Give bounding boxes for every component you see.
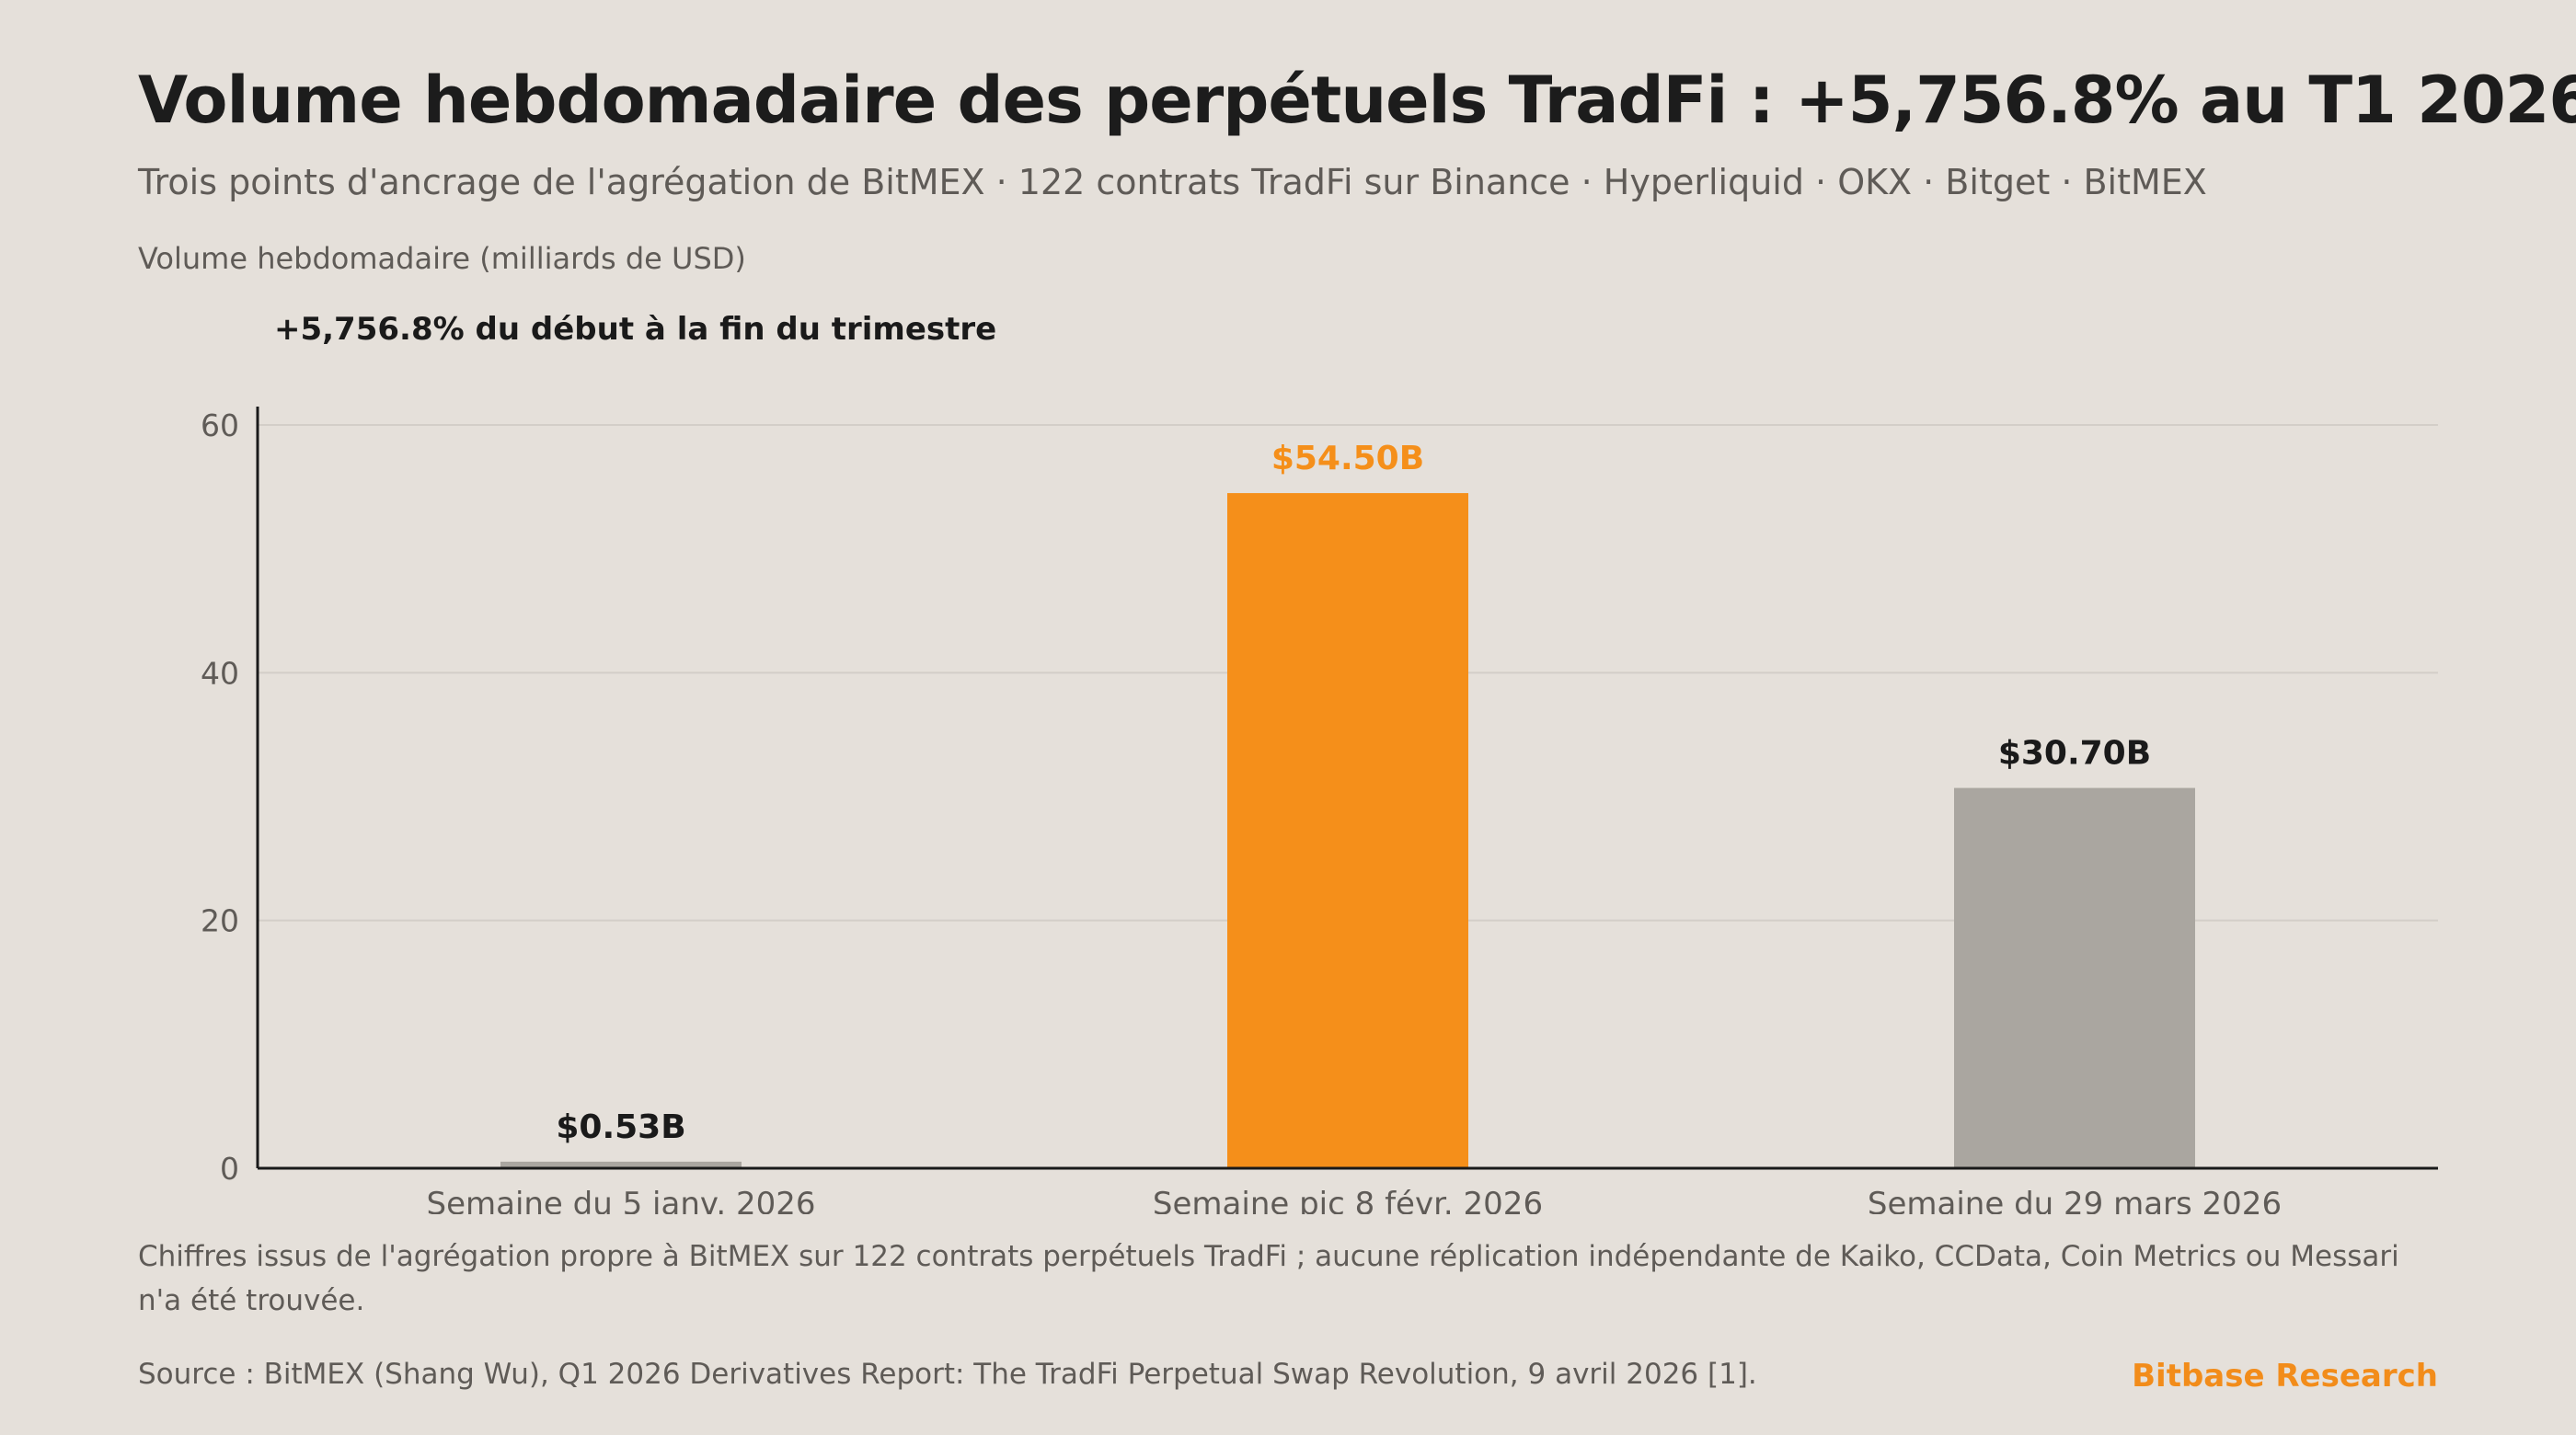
growth-annotation: +5,756.8% du début à la fin du trimestre xyxy=(274,311,997,348)
source-note: Source : BitMEX (Shang Wu), Q1 2026 Deri… xyxy=(138,1358,1757,1391)
y-tick-label: 60 xyxy=(201,408,239,443)
bar xyxy=(500,1161,742,1168)
y-tick-label: 40 xyxy=(201,655,239,691)
bar xyxy=(1227,493,1468,1168)
y-tick-label: 0 xyxy=(220,1151,239,1187)
bar-value-label: $0.53B xyxy=(556,1108,685,1146)
bar xyxy=(1954,787,2195,1168)
bar-value-label: $30.70B xyxy=(1998,735,2151,773)
x-tick-label: Semaine pic 8 févr. 2026 xyxy=(1153,1186,1543,1214)
brand-logo-text: Bitbase Research xyxy=(2132,1358,2438,1395)
y-axis-label: Volume hebdomadaire (milliards de USD) xyxy=(138,241,746,276)
chart-subtitle: Trois points d'ancrage de l'agrégation d… xyxy=(138,162,2207,202)
chart-title: Volume hebdomadaire des perpétuels TradF… xyxy=(138,63,2576,138)
bar-value-label: $54.50B xyxy=(1271,440,1424,477)
bar-chart: 0 20 40 60 $0.53B Semaine du 5 janv. 2026 $54.… xyxy=(201,407,2438,1214)
y-tick-label: 20 xyxy=(201,903,239,939)
x-tick-label: Semaine du 5 janv. 2026 xyxy=(426,1186,815,1214)
x-tick-label: Semaine du 29 mars 2026 xyxy=(1868,1186,2282,1214)
footnote: Chiffres issus de l'agrégation propre à … xyxy=(138,1240,2399,1317)
